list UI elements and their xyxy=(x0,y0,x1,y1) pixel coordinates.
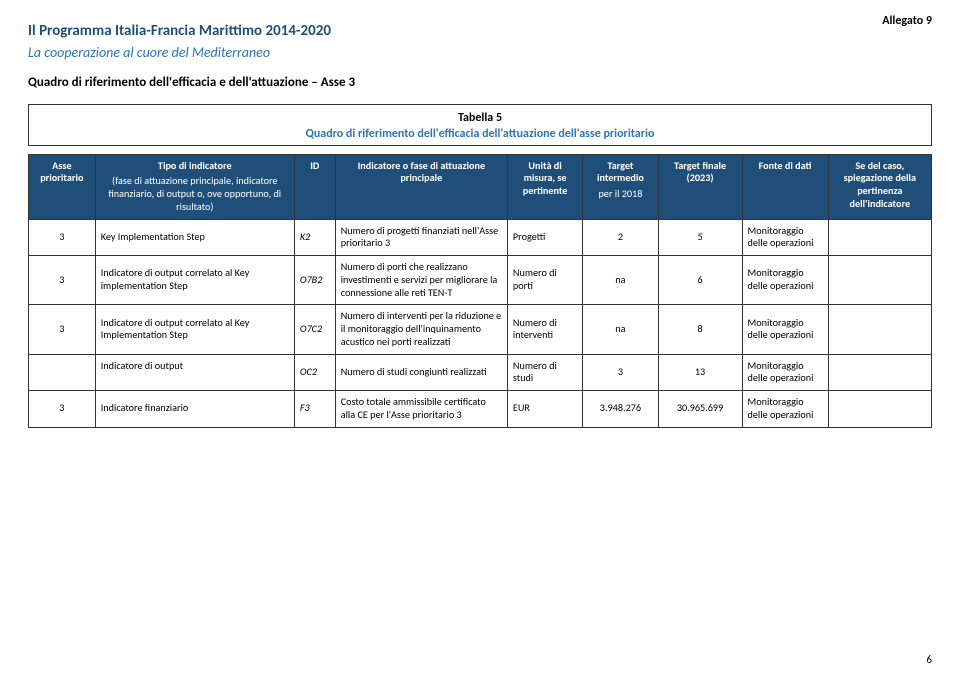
cell-fonte: Monitoraggio delle operazioni xyxy=(742,354,828,391)
th-tipo-main: Tipo di indicatore xyxy=(158,159,232,172)
cell-fonte: Monitoraggio delle operazioni xyxy=(742,256,828,305)
cell-indicatore: Costo totale ammissibile certificato all… xyxy=(335,391,507,428)
cell-id: F3 xyxy=(294,391,335,428)
cell-tipo: Key Implementation Step xyxy=(95,219,294,256)
allegato-label: Allegato 9 xyxy=(882,14,932,28)
table-row: 3 Indicatore di output correlato al Key … xyxy=(29,305,932,354)
cell-fonte: Monitoraggio delle operazioni xyxy=(742,391,828,428)
th-indicatore: Indicatore o fase di attuazione principa… xyxy=(335,154,507,219)
table-subcaption: Quadro di riferimento dell'efficacia del… xyxy=(29,127,931,141)
cell-unita: EUR xyxy=(507,391,582,428)
cell-target-int: 2 xyxy=(583,219,658,256)
cell-target-fin: 13 xyxy=(658,354,742,391)
cell-asse: 3 xyxy=(29,305,96,354)
cell-id: O7B2 xyxy=(294,256,335,305)
cell-fonte: Monitoraggio delle operazioni xyxy=(742,219,828,256)
cell-id-text: O7B2 xyxy=(300,273,323,286)
th-target-int: Target intermedio per il 2018 xyxy=(583,154,658,219)
cell-target-fin: 30.965.699 xyxy=(658,391,742,428)
table-header-row: Asse prioritario Tipo di indicatore (fas… xyxy=(29,154,932,219)
cell-target-int: na xyxy=(583,256,658,305)
cell-target-fin: 5 xyxy=(658,219,742,256)
th-target-int-main: Target intermedio xyxy=(597,159,644,185)
cell-asse xyxy=(29,354,96,391)
cell-id-text: F3 xyxy=(300,401,310,414)
cell-tipo: Indicatore finanziario xyxy=(95,391,294,428)
cell-asse: 3 xyxy=(29,219,96,256)
th-tipo-sub: (fase di attuazione principale, indicato… xyxy=(101,175,289,213)
cell-unita: Numero di interventi xyxy=(507,305,582,354)
cell-tipo: Indicatore di output correlato al Key Im… xyxy=(95,305,294,354)
cell-tipo: Indicatore di output correlato al Key im… xyxy=(95,256,294,305)
cell-indicatore: Numero di porti che realizzano investime… xyxy=(335,256,507,305)
cell-target-int: na xyxy=(583,305,658,354)
cell-asse: 3 xyxy=(29,256,96,305)
cell-unita: Numero di porti xyxy=(507,256,582,305)
cell-spieg xyxy=(828,354,931,391)
cell-indicatore: Numero di interventi per la riduzione e … xyxy=(335,305,507,354)
cell-target-fin: 6 xyxy=(658,256,742,305)
cell-id-text: OC2 xyxy=(300,365,317,378)
cell-id-text: O7C2 xyxy=(300,322,322,335)
indicators-table: Asse prioritario Tipo di indicatore (fas… xyxy=(28,154,932,428)
cell-spieg xyxy=(828,391,931,428)
cell-target-int: 3 xyxy=(583,354,658,391)
th-target-fin: Target finale (2023) xyxy=(658,154,742,219)
cell-indicatore: Numero di progetti finanziati nell'Asse … xyxy=(335,219,507,256)
cell-id-text: K2 xyxy=(300,230,310,243)
cell-fonte: Monitoraggio delle operazioni xyxy=(742,305,828,354)
doc-subtitle: La cooperazione al cuore del Mediterrane… xyxy=(28,44,932,61)
th-target-int-sub: per il 2018 xyxy=(588,188,652,201)
cell-asse: 3 xyxy=(29,391,96,428)
cell-target-fin: 8 xyxy=(658,305,742,354)
table-caption: Tabella 5 xyxy=(29,111,931,125)
table-caption-box: Tabella 5 Quadro di riferimento dell'eff… xyxy=(28,104,932,146)
th-tipo: Tipo di indicatore (fase di attuazione p… xyxy=(95,154,294,219)
cell-spieg xyxy=(828,219,931,256)
doc-title: Il Programma Italia-Francia Marittimo 20… xyxy=(28,22,932,42)
table-row: 3 Indicatore finanziario F3 Costo totale… xyxy=(29,391,932,428)
th-spieg: Se del caso, spiegazione della pertinenz… xyxy=(828,154,931,219)
th-id: ID xyxy=(294,154,335,219)
table-row: 3 Key Implementation Step K2 Numero di p… xyxy=(29,219,932,256)
cell-unita: Numero di studi xyxy=(507,354,582,391)
table-row: Indicatore di output OC2 Numero di studi… xyxy=(29,354,932,391)
cell-id: O7C2 xyxy=(294,305,335,354)
cell-id: OC2 xyxy=(294,354,335,391)
cell-spieg xyxy=(828,256,931,305)
cell-unita: Progetti xyxy=(507,219,582,256)
table-row: 3 Indicatore di output correlato al Key … xyxy=(29,256,932,305)
th-fonte: Fonte di dati xyxy=(742,154,828,219)
th-asse: Asse prioritario xyxy=(29,154,96,219)
cell-id: K2 xyxy=(294,219,335,256)
page-number: 6 xyxy=(926,653,932,666)
section-title: Quadro di riferimento dell'efficacia e d… xyxy=(28,75,932,90)
cell-indicatore: Numero di studi congiunti realizzati xyxy=(335,354,507,391)
cell-target-int: 3.948.276 xyxy=(583,391,658,428)
cell-spieg xyxy=(828,305,931,354)
th-unita: Unità di misura, se pertinente xyxy=(507,154,582,219)
cell-tipo: Indicatore di output xyxy=(95,354,294,391)
